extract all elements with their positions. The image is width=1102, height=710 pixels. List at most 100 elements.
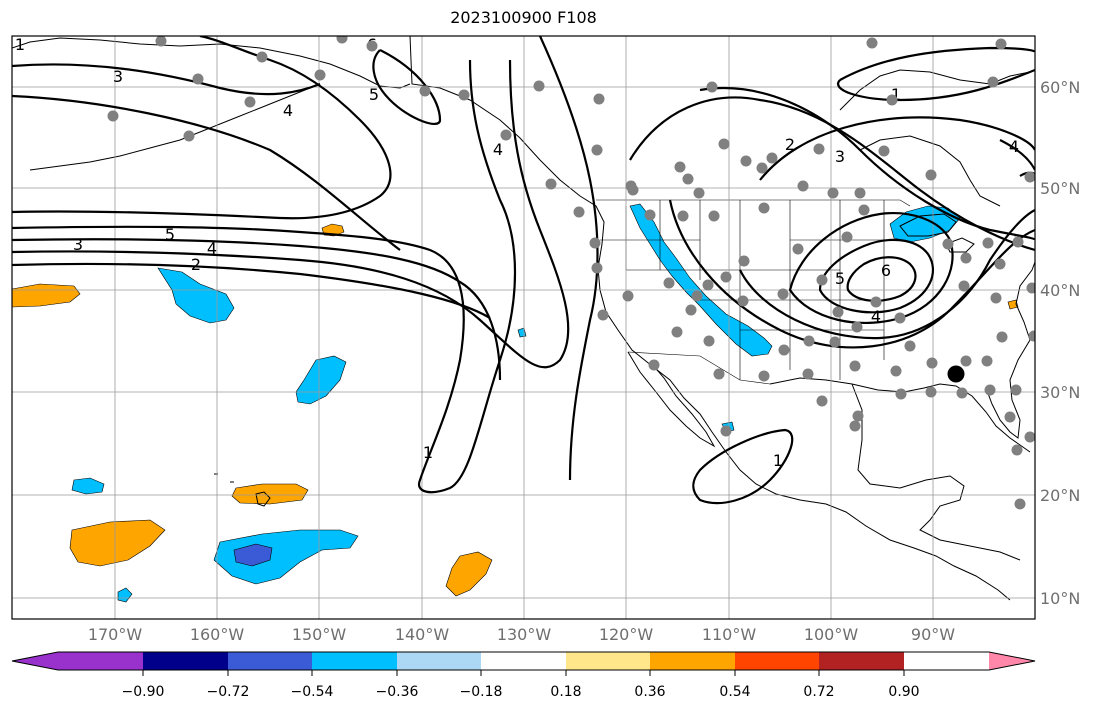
coastline-east <box>1015 261 1035 341</box>
colorbar-tick-label: −0.90 <box>122 684 165 700</box>
station-marker <box>925 169 937 181</box>
lon-tick-label: 130°W <box>497 625 552 644</box>
station-marker <box>1028 330 1035 342</box>
coastline-baja <box>627 351 716 448</box>
border-us-canada <box>596 199 911 207</box>
contour-label: 4 <box>283 101 293 120</box>
colorbar-tick-label: 0.36 <box>634 684 665 700</box>
station-marker <box>107 110 119 122</box>
station-markers <box>107 36 1035 510</box>
coastlines <box>12 36 1035 601</box>
station-marker <box>1004 411 1016 423</box>
contour-line <box>12 59 517 494</box>
station-marker <box>904 340 916 352</box>
station-marker <box>644 209 656 221</box>
colorbar-cell <box>143 652 228 670</box>
station-marker <box>622 290 634 302</box>
contour-label: 4 <box>207 239 217 258</box>
anomaly-fields <box>12 203 1019 603</box>
lat-tick-label: 10°N <box>1040 589 1080 608</box>
station-marker <box>956 387 968 399</box>
station-marker <box>1024 431 1035 443</box>
anomaly-patch-negative <box>71 477 105 495</box>
station-marker <box>706 81 718 93</box>
station-marker <box>713 368 725 380</box>
station-marker <box>458 89 470 101</box>
contour-line <box>692 428 794 505</box>
station-marker <box>671 326 683 338</box>
station-marker <box>366 40 378 52</box>
lon-tick-label: 110°W <box>702 625 757 644</box>
colorbar-under-arrow <box>12 652 58 670</box>
station-marker <box>737 295 749 307</box>
station-marker <box>870 296 882 308</box>
station-marker <box>573 206 585 218</box>
contour-label: 3 <box>113 67 123 86</box>
station-marker <box>1024 171 1035 183</box>
station-marker <box>894 312 906 324</box>
station-marker <box>756 162 768 174</box>
anomaly-patch-negative <box>629 203 773 357</box>
colorbar-cell <box>397 652 481 670</box>
station-marker <box>545 178 557 190</box>
station-marker <box>738 255 750 267</box>
station-marker <box>627 184 639 196</box>
map-title: 2023100900 F108 <box>450 8 597 27</box>
station-marker <box>648 359 660 371</box>
contour-line <box>759 116 1035 181</box>
contour-label: 4 <box>871 307 881 326</box>
station-marker <box>674 161 686 173</box>
station-marker <box>740 155 752 167</box>
colorbar-tick-label: 0.18 <box>550 684 581 700</box>
station-marker <box>994 258 1006 270</box>
station-marker <box>960 252 972 264</box>
station-marker <box>336 36 348 44</box>
station-marker <box>758 202 770 214</box>
station-marker <box>589 237 601 249</box>
lon-tick-label: 90°W <box>911 625 955 644</box>
contour-label: 2 <box>785 135 795 154</box>
station-marker <box>597 309 609 321</box>
station-marker <box>682 173 694 185</box>
lon-tick-label: 170°W <box>88 625 143 644</box>
lon-tick-label: 150°W <box>292 625 347 644</box>
contour-label: 1 <box>423 443 433 462</box>
station-marker <box>1026 282 1035 294</box>
contour-line <box>12 238 502 381</box>
station-marker <box>792 243 804 255</box>
station-marker <box>841 231 853 243</box>
station-marker <box>849 420 861 432</box>
station-marker <box>314 69 326 81</box>
station-marker <box>996 331 1008 343</box>
contour-label: 1 <box>15 35 25 54</box>
contour-line <box>12 94 401 251</box>
station-marker <box>766 152 778 164</box>
contour-label: 2 <box>191 255 201 274</box>
station-marker <box>244 96 256 108</box>
station-marker <box>591 262 603 274</box>
contour-label: 1 <box>891 85 901 104</box>
station-marker <box>925 386 937 398</box>
contour-line <box>668 199 1035 349</box>
lon-tick-label: 120°W <box>599 625 654 644</box>
anomaly-patch-negative <box>213 529 359 585</box>
coastline-aleutians <box>29 83 321 171</box>
contour-label: 3 <box>835 147 845 166</box>
contour-label: 3 <box>73 235 83 254</box>
lat-tick-label: 40°N <box>1040 281 1080 300</box>
station-marker <box>1012 236 1024 248</box>
station-marker <box>1014 498 1026 510</box>
anomaly-patch-positive <box>231 483 309 505</box>
coastline-alaska <box>12 37 411 89</box>
station-marker <box>663 277 675 289</box>
station-marker <box>803 335 815 347</box>
anomaly-patch-negative <box>157 267 235 324</box>
anomaly-patch-positive <box>445 551 493 597</box>
station-marker <box>816 274 828 286</box>
contour-line <box>846 256 917 302</box>
colorbar-tick-label: 0.72 <box>803 684 834 700</box>
contour-line <box>12 59 570 369</box>
contour-label: 1 <box>773 451 783 470</box>
station-marker <box>718 138 730 150</box>
coastline-hudson <box>839 69 1031 207</box>
